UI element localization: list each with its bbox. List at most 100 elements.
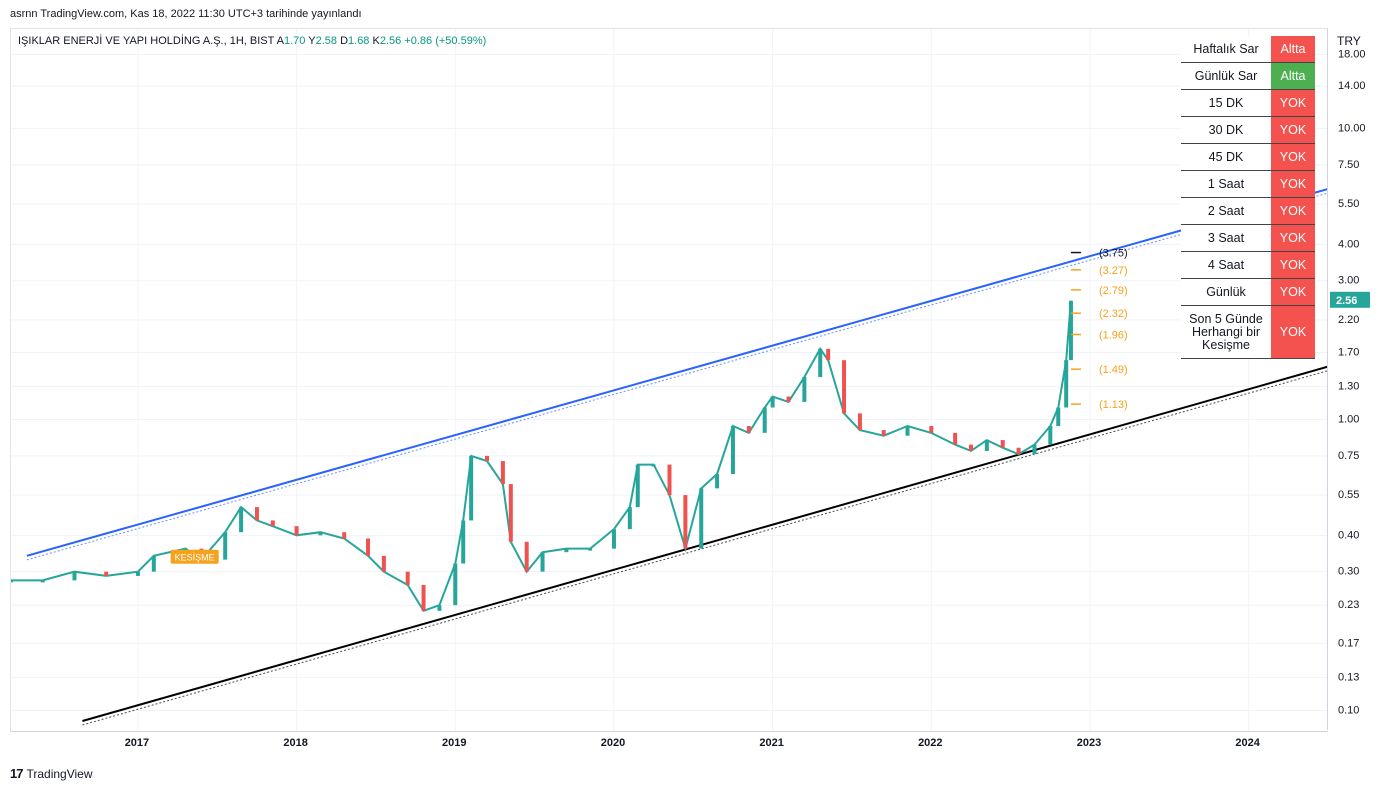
- status-value: YOK: [1271, 116, 1315, 144]
- price-candle: [104, 571, 109, 576]
- time-tick-label: 2022: [918, 737, 942, 749]
- price-candle: [1000, 440, 1005, 448]
- status-value: YOK: [1271, 143, 1315, 171]
- price-tick-label: 0.23: [1338, 599, 1359, 611]
- price-candle: [366, 538, 371, 556]
- status-name: 2 Saat: [1181, 197, 1271, 225]
- price-tick-label: 1.00: [1338, 414, 1359, 426]
- price-candle: [818, 348, 823, 378]
- status-value: YOK: [1271, 197, 1315, 225]
- status-row: 15 DK YOK: [1181, 89, 1315, 117]
- price-candle: [270, 520, 275, 527]
- status-name: 15 DK: [1181, 89, 1271, 117]
- open-value: 1.70: [283, 35, 306, 47]
- low-label: D: [340, 35, 349, 47]
- published-info: asrnn TradingView.com, Kas 18, 2022 11:3…: [10, 8, 362, 20]
- price-candle: [11, 580, 13, 583]
- time-tick-label: 2023: [1077, 737, 1101, 749]
- price-candle: [508, 484, 513, 542]
- price-candle: [564, 548, 569, 553]
- price-candle: [635, 464, 640, 508]
- target-level-label: (1.13): [1099, 399, 1128, 411]
- price-candle: [786, 396, 791, 402]
- price-tick-label: 0.13: [1338, 671, 1359, 683]
- change-value: +0.86 (+50.59%): [404, 35, 487, 47]
- price-candle: [667, 464, 672, 496]
- status-name: 3 Saat: [1181, 224, 1271, 252]
- symbol-legend: IŞIKLAR ENERJİ VE YAPI HOLDİNG A.Ş., 1H,…: [18, 35, 486, 47]
- status-name: 4 Saat: [1181, 251, 1271, 279]
- price-candle: [540, 552, 545, 572]
- tradingview-logo-icon: 17: [10, 766, 24, 781]
- price-candle: [500, 461, 505, 485]
- upper-trend-channel: [26, 188, 1328, 557]
- status-name: 45 DK: [1181, 143, 1271, 171]
- status-name: 30 DK: [1181, 116, 1271, 144]
- low-value: 1.68: [348, 35, 370, 47]
- status-value: YOK: [1271, 224, 1315, 252]
- price-candle: [239, 507, 244, 533]
- price-tick-label: 1.30: [1338, 380, 1359, 392]
- price-candle: [715, 473, 720, 489]
- last-price-label: 2.56: [1336, 295, 1357, 307]
- lower-trend-channel-dotted: [82, 370, 1328, 726]
- price-tick-label: 0.10: [1338, 704, 1359, 716]
- price-tick-label: 0.75: [1338, 450, 1359, 462]
- price-candle: [588, 548, 593, 551]
- kesisme-badge: [170, 549, 219, 564]
- tradingview-footer: 17 TradingView: [10, 766, 93, 781]
- open-label: A: [276, 35, 284, 47]
- symbol-name: IŞIKLAR ENERJİ VE YAPI HOLDİNG A.Ş., 1H,…: [18, 35, 275, 47]
- price-candle: [381, 555, 386, 572]
- target-level-label: (2.79): [1099, 285, 1128, 297]
- price-candle: [826, 348, 831, 361]
- time-tick-label: 2018: [283, 737, 307, 749]
- status-row: 2 Saat YOK: [1181, 197, 1315, 225]
- time-tick-label: 2024: [1235, 737, 1260, 749]
- price-candle: [1068, 300, 1073, 361]
- price-candle: [968, 444, 973, 451]
- status-value: Altta: [1271, 36, 1315, 63]
- price-axis[interactable]: TRY 18.00 14.00 10.00 7.50 5.50 4.00 3.00 2.20 1…: [1327, 28, 1386, 730]
- status-value: YOK: [1271, 305, 1315, 359]
- kesisme-label: KESİŞME: [175, 553, 215, 563]
- price-candle: [611, 529, 616, 549]
- price-tick-label: 4.00: [1338, 238, 1359, 250]
- price-candle: [842, 360, 847, 414]
- price-candle: [984, 440, 989, 451]
- price-candle: [1064, 360, 1069, 408]
- price-candle: [524, 541, 529, 572]
- target-level-label: (2.32): [1099, 308, 1128, 320]
- price-candle: [135, 571, 140, 576]
- chart-area[interactable]: (3.75) (3.27) (2.79) (2.32) (1.96) (1.49) (1.1…: [10, 28, 1328, 732]
- price-candle: [770, 396, 775, 408]
- price-candle: [683, 495, 688, 549]
- status-name: Haftalık Sar: [1181, 36, 1271, 63]
- status-row: 45 DK YOK: [1181, 143, 1315, 171]
- price-chart[interactable]: (3.75) (3.27) (2.79) (2.32) (1.96) (1.49) (1.1…: [11, 29, 1328, 731]
- status-value: YOK: [1271, 89, 1315, 117]
- close-label: K: [372, 35, 380, 47]
- price-candle: [857, 413, 862, 431]
- status-row: 30 DK YOK: [1181, 116, 1315, 144]
- status-row: Günlük YOK: [1181, 278, 1315, 306]
- price-candle: [1032, 444, 1037, 455]
- price-candle: [294, 526, 299, 536]
- status-name: Günlük: [1181, 278, 1271, 306]
- status-name: Son 5 Günde Herhangi bir Kesişme: [1181, 305, 1271, 359]
- status-row: 1 Saat YOK: [1181, 170, 1315, 198]
- target-level-label: (3.75): [1099, 248, 1128, 260]
- lower-trend-channel: [82, 365, 1328, 722]
- status-value: Altta: [1271, 62, 1315, 90]
- price-tick-label: 14.00: [1338, 80, 1366, 92]
- currency-label: TRY: [1337, 34, 1361, 48]
- time-axis[interactable]: 2017 2018 2019 2020 2021 2022 2023 2024: [10, 730, 1327, 756]
- price-candle: [1048, 426, 1053, 445]
- price-candle: [151, 555, 156, 572]
- kesisme-annotation: KESİŞME: [170, 549, 219, 564]
- tradingview-brand: TradingView: [26, 766, 93, 781]
- target-level-label: (1.49): [1099, 364, 1128, 376]
- price-candle: [905, 426, 910, 436]
- high-value: 2.58: [315, 35, 337, 47]
- price-tick-label: 1.70: [1338, 346, 1359, 358]
